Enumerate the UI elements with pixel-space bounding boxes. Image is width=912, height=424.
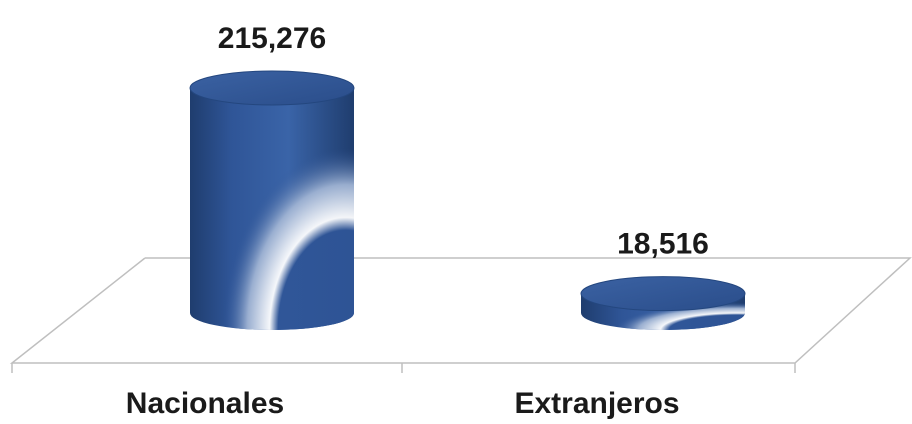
- category-labels: Nacionales Extranjeros: [126, 387, 680, 420]
- bar-extranjeros: [580, 276, 746, 330]
- data-label: 18,516: [617, 228, 709, 261]
- value-labels: 215,276 18,516: [218, 22, 709, 261]
- category-label: Nacionales: [126, 387, 284, 420]
- bar-nacionales: [189, 70, 355, 330]
- bar-shine: [190, 88, 354, 330]
- bars: [189, 70, 746, 330]
- data-label: 215,276: [218, 22, 326, 55]
- bar-top: [580, 276, 746, 312]
- floor-plane: [9, 257, 912, 373]
- floor-outline: [9, 257, 912, 364]
- bar-top: [189, 70, 355, 106]
- category-label: Extranjeros: [514, 387, 679, 420]
